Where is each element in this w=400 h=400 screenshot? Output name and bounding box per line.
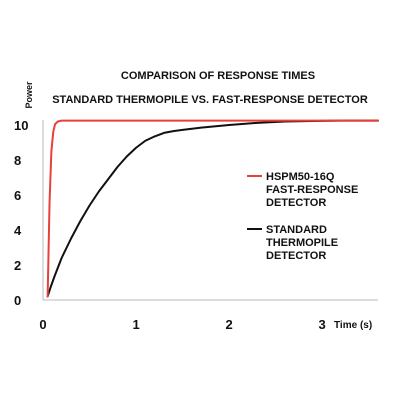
x-tick-label: 0: [39, 317, 46, 332]
x-tick-label: 3: [319, 317, 326, 332]
series-line-0: [46, 119, 379, 298]
chart-subtitle: STANDARD THERMOPILE VS. FAST-RESPONSE DE…: [52, 94, 368, 106]
y-tick-label: 4: [14, 223, 22, 238]
series-lines: [46, 119, 379, 298]
legend-label-0: DETECTOR: [266, 197, 326, 209]
x-tick-label: 2: [225, 317, 232, 332]
x-tick-labels: 0 1 2 3: [39, 317, 325, 332]
y-tick-label: 6: [14, 188, 21, 203]
y-tick-labels: 0 2 4 6 8 10: [14, 118, 28, 308]
legend-label-1: DETECTOR: [266, 250, 326, 262]
legend: HSPM50-16QFAST-RESPONSEDETECTORSTANDARDT…: [247, 171, 358, 262]
legend-label-0: FAST-RESPONSE: [266, 184, 358, 196]
y-tick-label: 10: [14, 118, 28, 133]
legend-label-1: STANDARD: [266, 224, 327, 236]
chart-title: COMPARISON OF RESPONSE TIMES: [121, 70, 315, 82]
legend-label-0: HSPM50-16Q: [266, 171, 335, 183]
legend-label-1: THERMOPILE: [266, 237, 338, 249]
y-tick-label: 8: [14, 153, 21, 168]
x-axis-label: Time (s): [334, 320, 372, 331]
y-tick-label: 0: [14, 293, 21, 308]
y-axis-label: Power: [24, 81, 34, 109]
y-tick-label: 2: [14, 258, 21, 273]
series-line-1: [46, 119, 379, 298]
x-tick-label: 1: [132, 317, 139, 332]
